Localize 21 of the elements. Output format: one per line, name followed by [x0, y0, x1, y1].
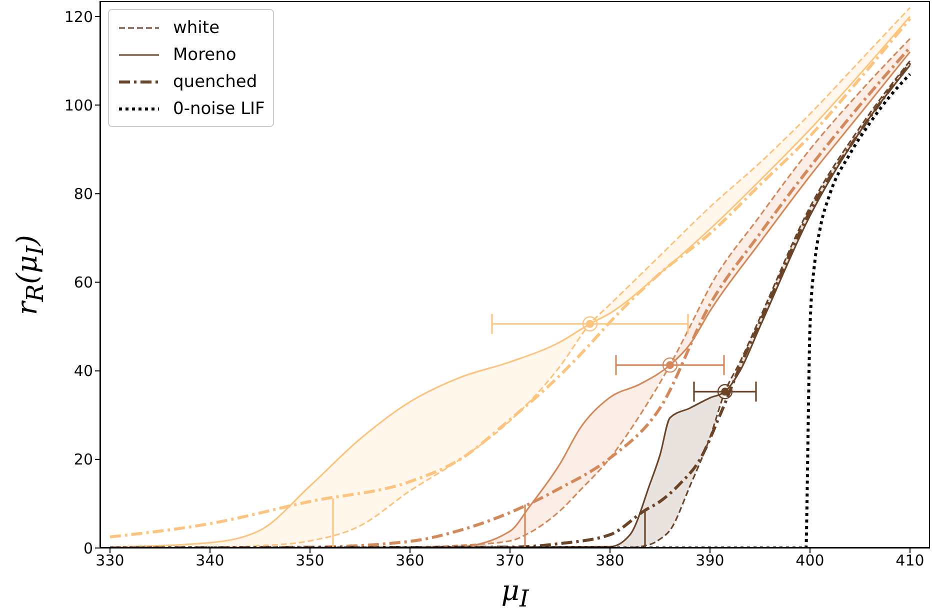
x-tick-label: 370: [496, 552, 524, 570]
y-tick-label: 80: [74, 184, 93, 203]
x-axis-title: μ$_{I}$: [500, 574, 530, 613]
legend-label: 0-noise LIF: [173, 98, 265, 118]
x-tick-label: 410: [896, 552, 924, 570]
y-tick-label: 100: [64, 96, 93, 114]
x-tick-label: 400: [796, 552, 824, 570]
x-tick-label: 380: [596, 552, 624, 570]
legend-label: quenched: [173, 72, 258, 92]
y-tick-label: 120: [64, 8, 93, 26]
x-tick-label: 330: [96, 552, 124, 570]
x-tick-label: 360: [396, 552, 424, 570]
x-tick-label: 350: [296, 552, 324, 570]
y-tick-label: 40: [74, 362, 93, 380]
x-tick-label: 390: [696, 552, 724, 570]
legend-label: Moreno: [173, 44, 236, 64]
y-tick-label: 20: [74, 450, 93, 469]
y-tick-label: 0: [83, 539, 93, 558]
x-tick-label: 340: [196, 552, 224, 570]
legend-label: white: [173, 18, 220, 38]
y-tick-label: 60: [74, 274, 93, 292]
